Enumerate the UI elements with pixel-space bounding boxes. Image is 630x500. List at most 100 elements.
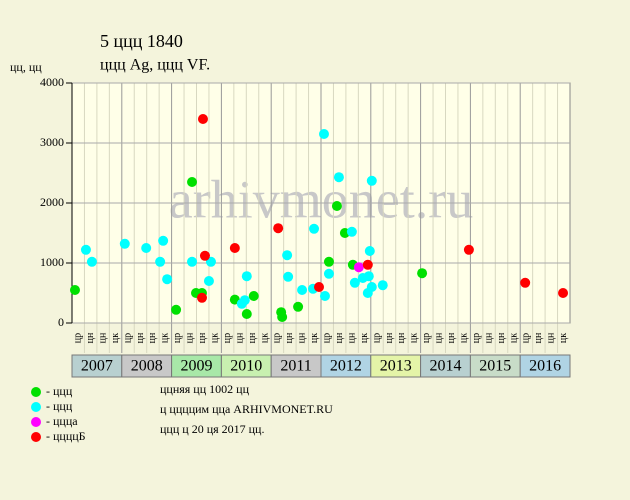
- point: [297, 285, 308, 295]
- quarter-label: цн: [147, 332, 158, 343]
- quarter-label: цн: [185, 332, 196, 343]
- y-axis-label: цц, цц: [10, 60, 42, 74]
- point: [366, 282, 377, 292]
- quarter-label: цн: [135, 332, 146, 343]
- y-tick-label: 4000: [40, 75, 64, 89]
- point: [364, 246, 375, 256]
- legend-label: - ццца: [46, 414, 78, 428]
- point: [323, 256, 334, 267]
- point: [199, 250, 210, 261]
- point: [158, 235, 169, 246]
- point: [377, 280, 388, 291]
- quarter-label: цн: [247, 332, 258, 343]
- point: [314, 282, 325, 292]
- quarter-label: цр: [172, 333, 183, 343]
- quarter-label: цн: [396, 332, 407, 343]
- legend-marker: [31, 417, 41, 427]
- point: [362, 259, 373, 270]
- point: [119, 238, 130, 249]
- point: [353, 262, 364, 273]
- point: [318, 129, 329, 139]
- quarter-label: цн: [446, 332, 457, 343]
- point: [282, 250, 293, 261]
- quarter-label: цк: [259, 333, 270, 343]
- point: [319, 291, 330, 301]
- legend-label: - ццц: [46, 384, 73, 398]
- point: [293, 301, 304, 312]
- x-tick-label: 2013: [380, 358, 412, 375]
- quarter-label: цн: [434, 332, 445, 343]
- quarter-label: цн: [384, 332, 395, 343]
- point: [141, 243, 152, 253]
- point: [241, 309, 252, 319]
- point: [241, 271, 252, 282]
- quarter-label: цн: [85, 332, 96, 343]
- y-tick-label: 3000: [40, 135, 64, 149]
- point: [363, 271, 374, 282]
- point: [187, 256, 198, 267]
- point: [197, 114, 208, 124]
- legend-label: - ццццБ: [46, 429, 86, 443]
- point: [520, 277, 531, 288]
- point: [248, 291, 259, 301]
- legend-label: - ццц: [46, 399, 73, 413]
- point: [417, 268, 428, 279]
- quarter-label: цр: [272, 333, 283, 343]
- quarter-label: цк: [458, 333, 469, 343]
- x-tick-label: 2010: [230, 358, 262, 375]
- quarter-label: цк: [309, 333, 320, 343]
- point: [162, 274, 173, 285]
- point: [558, 288, 569, 298]
- point: [463, 244, 474, 255]
- x-tick-label: 2011: [280, 358, 311, 375]
- point: [80, 244, 91, 255]
- chart-title: 5 ццц 1840: [100, 31, 183, 51]
- legend-marker: [31, 402, 41, 412]
- quarter-label: цн: [346, 332, 357, 343]
- point: [155, 256, 166, 267]
- point: [349, 277, 360, 288]
- legend-marker: [31, 432, 41, 442]
- note: ццц ц 20 ця 2017 цц.: [160, 422, 264, 436]
- legend-marker: [31, 387, 41, 397]
- quarter-label: цн: [496, 332, 507, 343]
- point: [277, 312, 288, 322]
- quarter-label: цр: [521, 333, 532, 343]
- quarter-label: цк: [359, 333, 370, 343]
- quarter-label: цн: [197, 332, 208, 343]
- quarter-label: цн: [97, 332, 108, 343]
- quarter-label: цн: [234, 332, 245, 343]
- quarter-label: цн: [297, 332, 308, 343]
- quarter-label: цн: [334, 332, 345, 343]
- point: [187, 177, 198, 187]
- quarter-label: цк: [110, 333, 121, 343]
- point: [309, 223, 320, 234]
- chart-subtitle: ццц Ag, ццц VF.: [100, 57, 210, 74]
- point: [171, 304, 182, 315]
- quarter-label: цк: [508, 333, 519, 343]
- y-tick-label: 2000: [40, 195, 64, 209]
- point: [331, 201, 342, 211]
- point: [239, 295, 250, 306]
- point: [323, 268, 334, 279]
- quarter-label: цр: [122, 333, 133, 343]
- note: ц ццццим цца ARHIVMONET.RU: [160, 402, 333, 416]
- x-tick-label: 2009: [181, 358, 213, 375]
- x-tick-label: 2014: [430, 358, 462, 375]
- point: [273, 223, 284, 234]
- x-tick-label: 2016: [529, 358, 561, 375]
- point: [366, 175, 377, 186]
- point: [86, 256, 97, 267]
- y-tick-label: 1000: [40, 255, 64, 269]
- y-tick-label: 0: [58, 315, 64, 329]
- x-tick-label: 2015: [479, 358, 511, 375]
- point: [203, 276, 214, 286]
- quarter-label: цн: [533, 332, 544, 343]
- quarter-label: цк: [209, 333, 220, 343]
- point: [229, 243, 240, 253]
- note: ццняя цц 1002 цц: [160, 382, 250, 396]
- quarter-label: цк: [409, 333, 420, 343]
- quarter-label: цн: [284, 332, 295, 343]
- quarter-label: цр: [73, 333, 84, 343]
